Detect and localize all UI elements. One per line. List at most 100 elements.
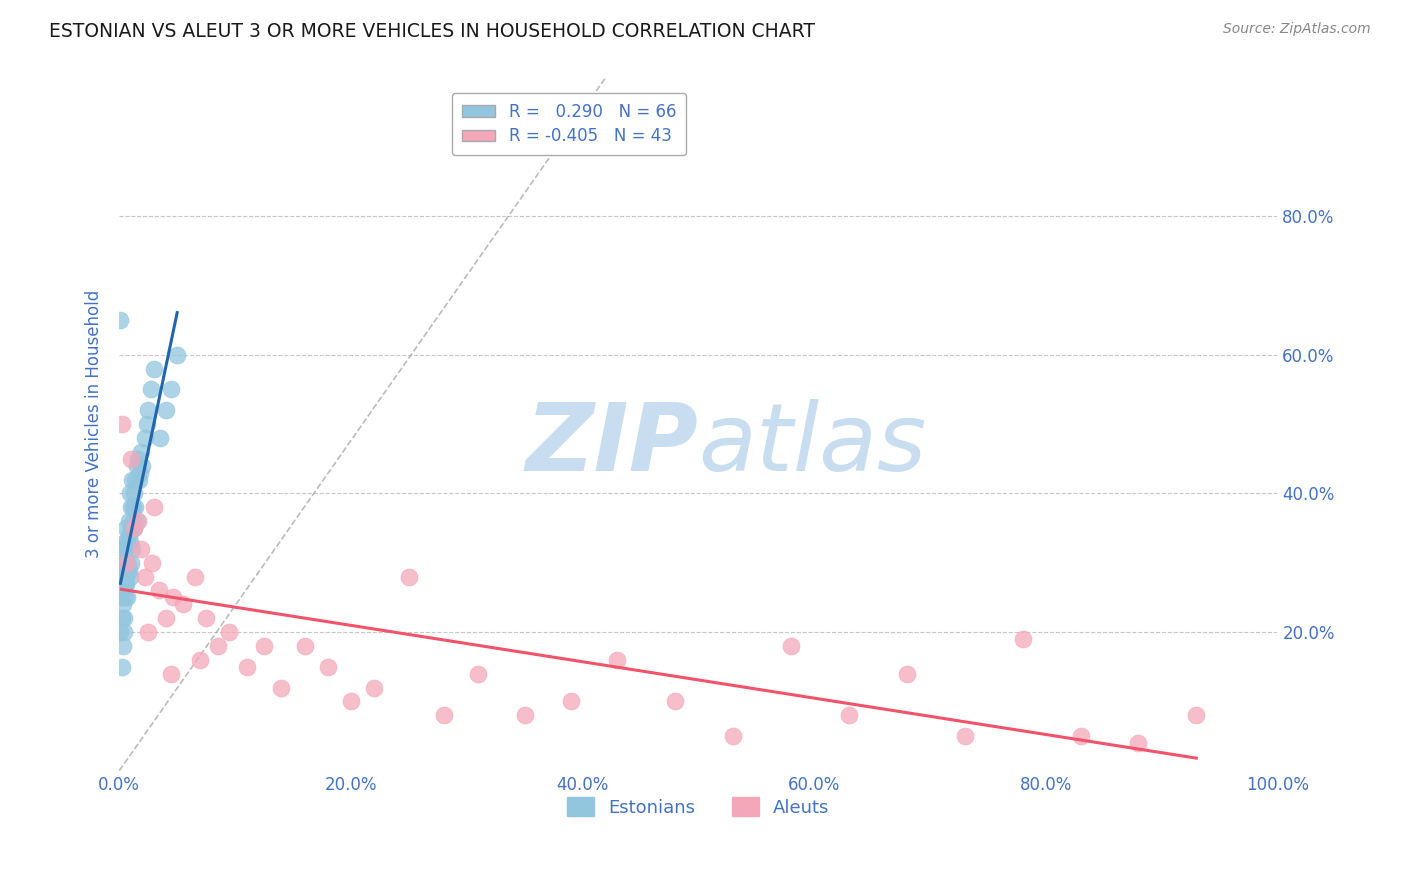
Point [112,625,135,640]
Point [513,708,536,723]
Point [129,541,152,556]
Point [136,625,159,640]
Point [110,569,132,583]
Point [110,583,132,598]
Point [139,383,162,397]
Point [114,541,136,556]
Point [721,729,744,743]
Point [115,556,138,570]
Point [111,576,134,591]
Point [606,653,628,667]
Point [120,556,142,570]
Point [134,431,156,445]
Point [136,403,159,417]
Point [664,694,686,708]
Point [1185,708,1208,723]
Point [124,473,146,487]
Point [122,500,145,515]
Text: ESTONIAN VS ALEUT 3 OR MORE VEHICLES IN HOUSEHOLD CORRELATION CHART: ESTONIAN VS ALEUT 3 OR MORE VEHICLES IN … [49,22,815,41]
Point [120,451,142,466]
Point [953,729,976,743]
Point [127,514,149,528]
Point [117,535,139,549]
Point [118,569,141,583]
Point [115,576,138,591]
Point [398,569,420,583]
Point [111,563,134,577]
Point [124,486,146,500]
Point [112,556,135,570]
Point [134,569,156,583]
Point [235,659,257,673]
Legend: Estonians, Aleuts: Estonians, Aleuts [560,790,837,824]
Point [1011,632,1033,646]
Point [128,473,150,487]
Point [111,639,134,653]
Point [149,431,172,445]
Point [118,486,141,500]
Point [896,666,918,681]
Point [166,348,188,362]
Point [110,569,132,583]
Point [270,681,292,695]
Point [110,313,132,327]
Point [125,458,148,473]
Point [188,653,211,667]
Point [114,591,136,605]
Point [253,639,276,653]
Point [363,681,385,695]
Point [129,444,152,458]
Point [118,535,141,549]
Point [121,473,143,487]
Point [162,591,184,605]
Point [125,514,148,528]
Point [111,541,134,556]
Point [122,514,145,528]
Point [780,639,803,653]
Point [131,458,153,473]
Point [141,556,163,570]
Point [117,556,139,570]
Point [218,625,240,640]
Point [560,694,582,708]
Point [155,611,177,625]
Y-axis label: 3 or more Vehicles in Household: 3 or more Vehicles in Household [86,290,103,558]
Point [1128,736,1150,750]
Point [115,569,138,583]
Text: Source: ZipAtlas.com: Source: ZipAtlas.com [1223,22,1371,37]
Point [114,535,136,549]
Point [117,563,139,577]
Point [117,591,139,605]
Point [340,694,363,708]
Point [160,666,183,681]
Point [1070,729,1092,743]
Point [110,659,132,673]
Point [148,583,170,598]
Point [316,659,339,673]
Point [143,500,166,515]
Point [114,569,136,583]
Point [117,563,139,577]
Point [121,541,143,556]
Point [136,417,159,431]
Point [183,569,205,583]
Point [432,708,454,723]
Point [111,597,134,611]
Point [110,591,132,605]
Point [195,611,218,625]
Point [124,521,146,535]
Point [124,521,146,535]
Point [117,556,139,570]
Point [110,556,132,570]
Point [117,528,139,542]
Point [117,514,139,528]
Point [155,403,177,417]
Point [172,597,194,611]
Point [112,611,135,625]
Point [112,583,135,598]
Point [114,576,136,591]
Point [110,417,132,431]
Point [115,521,138,535]
Point [127,451,149,466]
Point [143,361,166,376]
